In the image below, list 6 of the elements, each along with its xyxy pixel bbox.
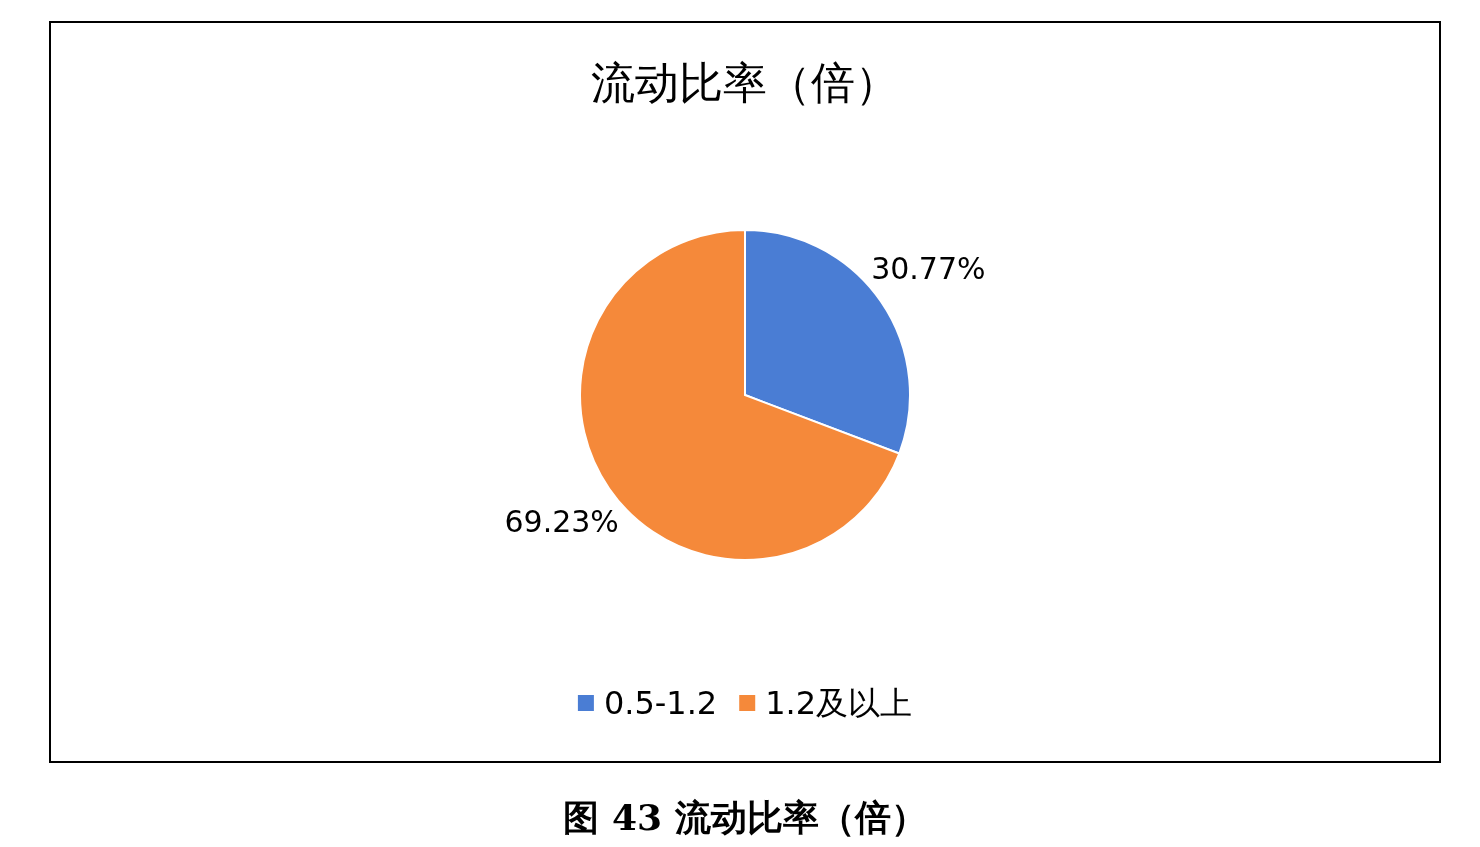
caption: 图 43 流动比率（倍） [563,796,927,838]
data-label: 30.77% [871,250,986,286]
chart-title: 流动比率（倍） [591,57,899,108]
legend-label: 0.5-1.2 [603,684,718,723]
data-label: 69.23% [504,504,619,540]
legend-label: 1.2及以上 [765,684,913,723]
